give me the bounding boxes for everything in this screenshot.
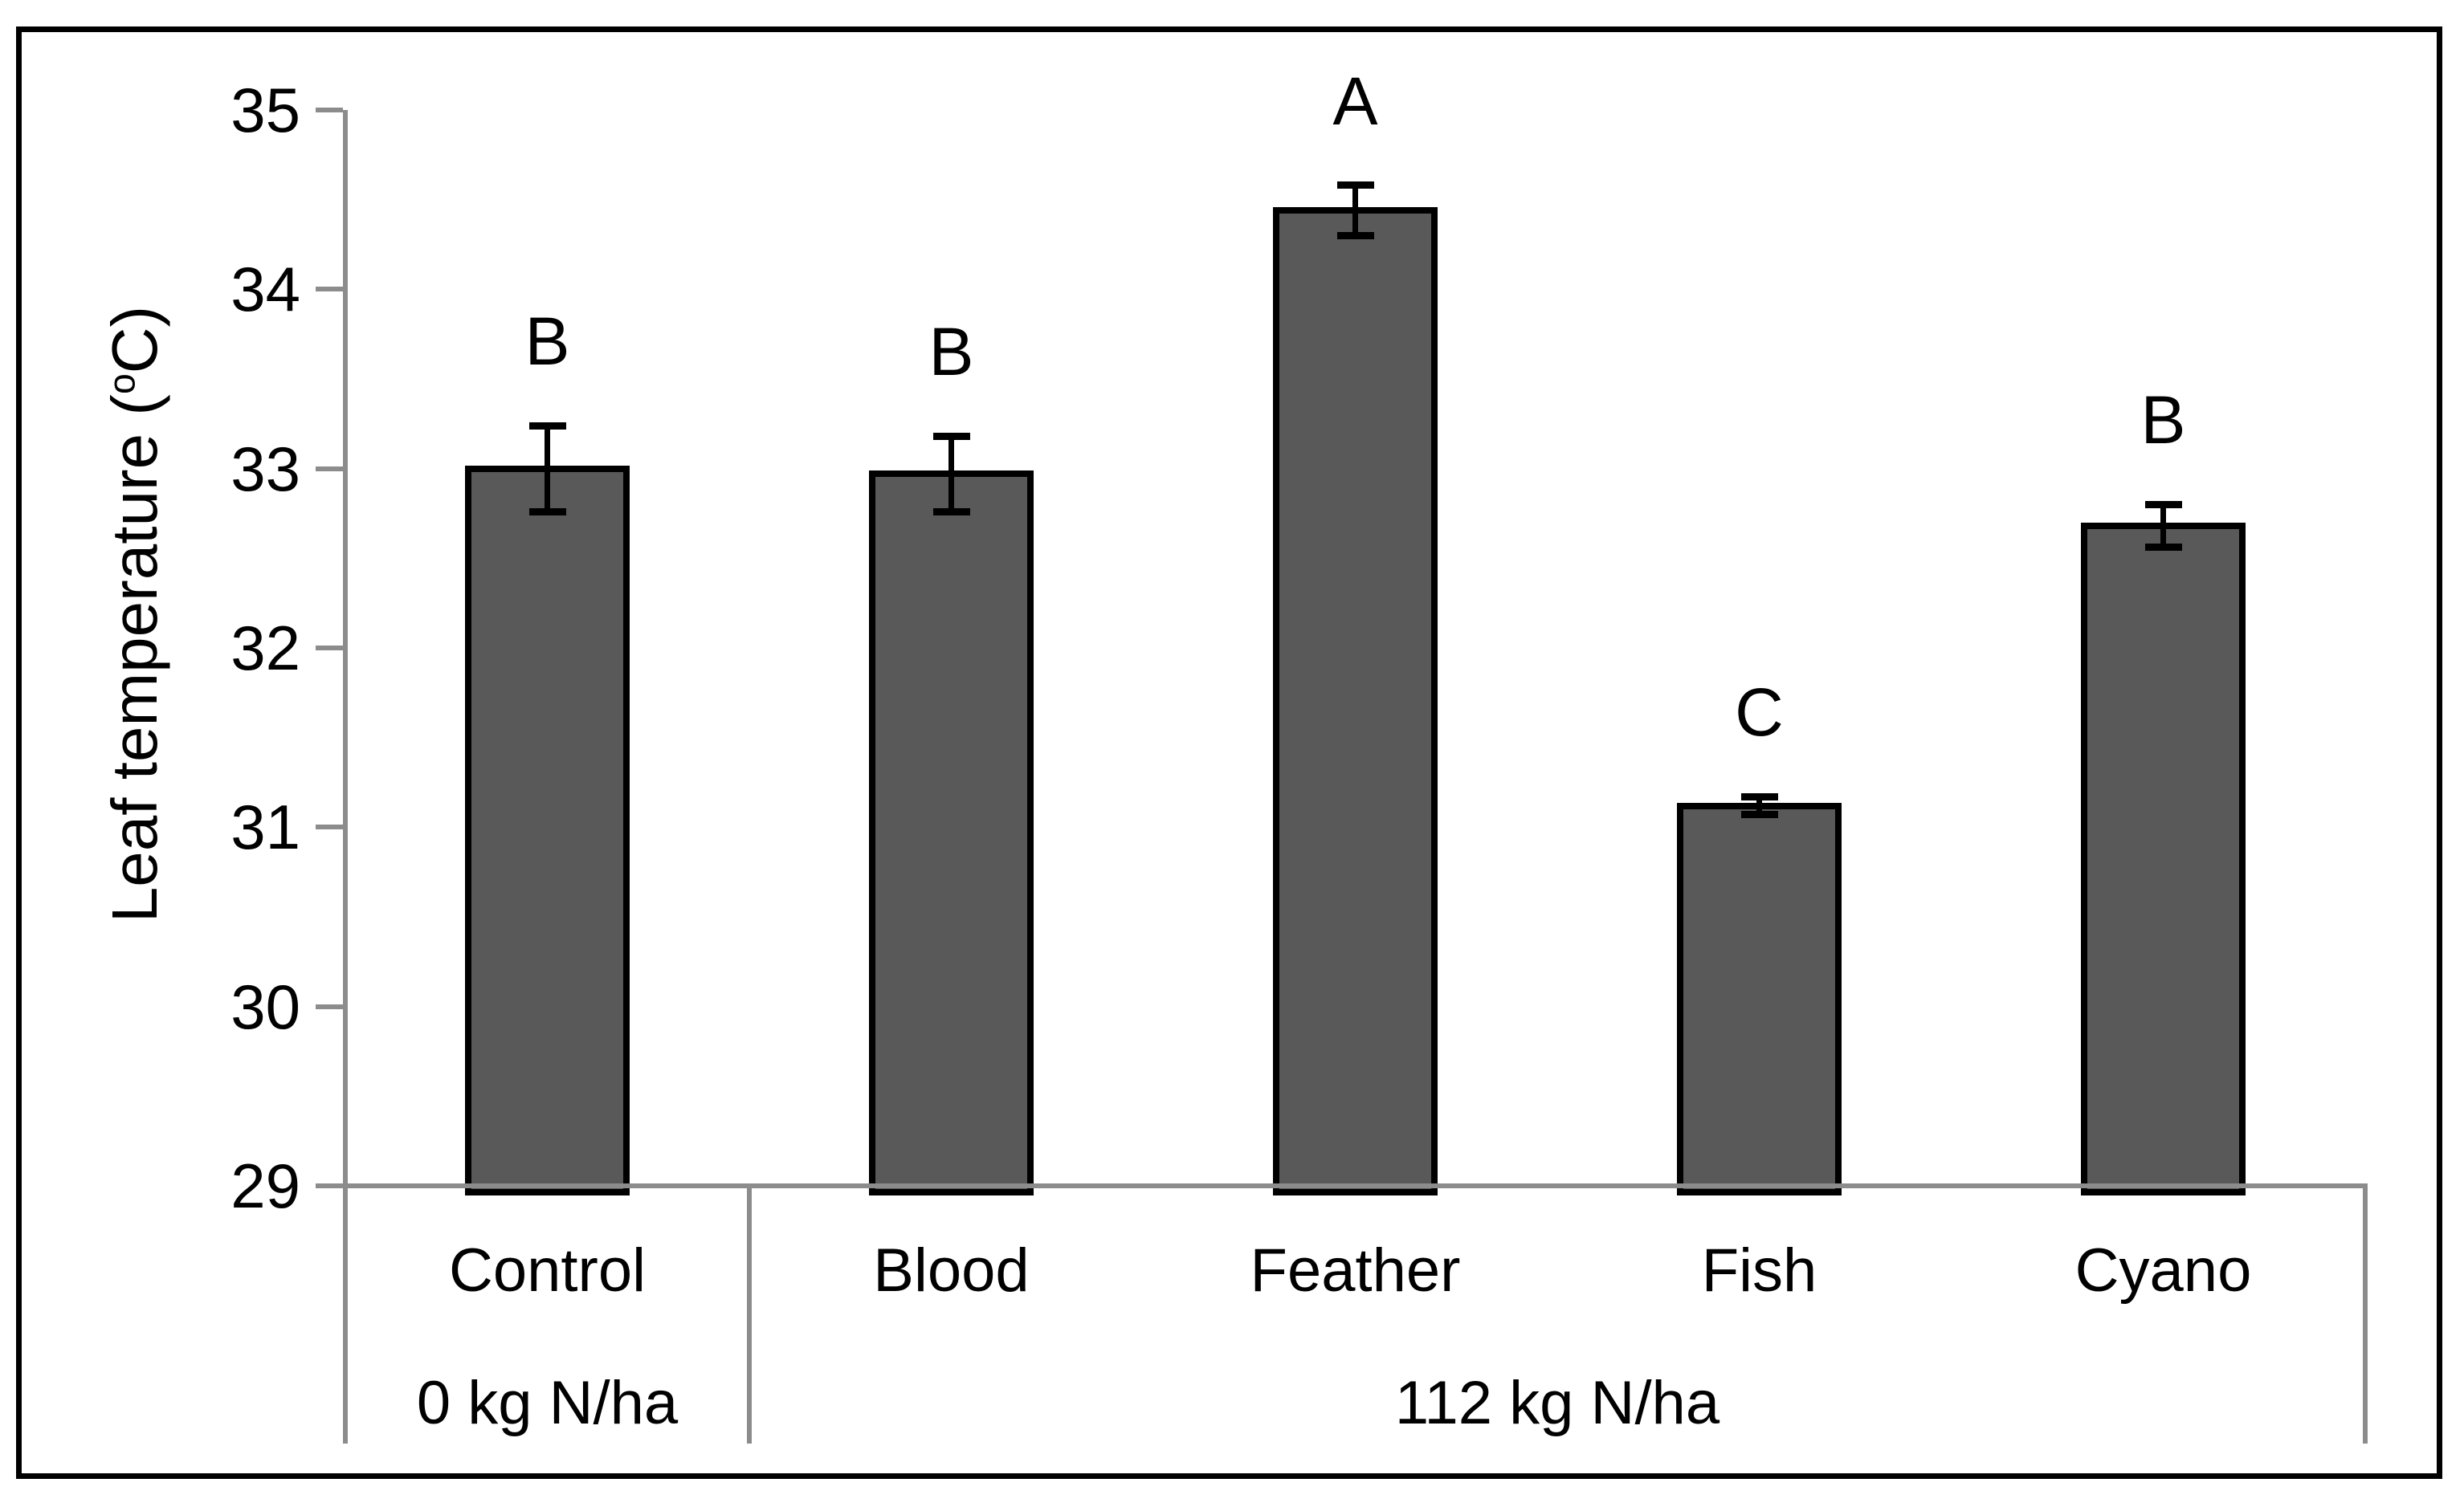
error-bar-cap-bottom-blood (932, 507, 970, 515)
y-tick-label-30: 30 (230, 971, 300, 1042)
y-tick-label-33: 33 (230, 433, 300, 504)
error-bar-cap-bottom-control (528, 507, 566, 515)
y-tick-label-29: 29 (230, 1151, 300, 1221)
category-label-fish: Fish (1701, 1236, 1817, 1305)
group-bracket-line-0 (343, 1186, 348, 1444)
y-tick-30 (316, 1004, 343, 1009)
category-label-feather: Feather (1250, 1236, 1461, 1305)
error-bar-line-fish (1756, 796, 1762, 815)
error-bar-line-blood (948, 436, 954, 512)
bar-cyano (2081, 523, 2246, 1195)
category-label-blood: Blood (873, 1236, 1030, 1305)
bar-control (465, 465, 630, 1195)
y-axis-line (343, 110, 348, 1444)
group-bracket-line-2 (2363, 1186, 2368, 1444)
sig-letter-control: B (524, 303, 570, 380)
group-bracket-line-1 (747, 1186, 752, 1444)
error-bar-cap-top-fish (1740, 792, 1778, 800)
error-bar-cap-top-cyano (2144, 500, 2182, 508)
y-tick-31 (316, 825, 343, 830)
error-bar-cap-bottom-fish (1740, 811, 1778, 819)
bar-feather (1273, 207, 1438, 1195)
sig-letter-fish: C (1735, 674, 1784, 751)
y-tick-33 (316, 466, 343, 471)
group-label-0: 0 kg N/ha (416, 1369, 679, 1437)
y-tick-label-32: 32 (230, 613, 300, 683)
y-tick-35 (316, 108, 343, 112)
y-tick-29 (316, 1183, 343, 1188)
error-bar-line-feather (1352, 185, 1358, 236)
degree-superscript: o (100, 373, 143, 395)
y-tick-label-34: 34 (230, 254, 300, 325)
x-axis-baseline (343, 1183, 2368, 1188)
sig-letter-blood: B (928, 314, 974, 390)
y-tick-34 (316, 287, 343, 292)
error-bar-line-control (545, 426, 550, 512)
bar-blood (869, 470, 1034, 1195)
error-bar-cap-top-blood (932, 432, 970, 440)
sig-letter-cyano: B (2140, 382, 2186, 458)
error-bar-cap-bottom-feather (1336, 231, 1374, 239)
error-bar-cap-bottom-cyano (2144, 544, 2182, 552)
error-bar-cap-top-control (528, 422, 566, 430)
error-bar-cap-top-feather (1336, 181, 1374, 189)
category-label-control: Control (449, 1236, 646, 1305)
error-bar-line-cyano (2160, 504, 2166, 548)
category-label-cyano: Cyano (2074, 1236, 2252, 1305)
bar-fish (1677, 802, 1842, 1195)
group-label-1: 112 kg N/ha (1394, 1369, 1720, 1437)
y-tick-label-31: 31 (230, 792, 300, 863)
sig-letter-feather: A (1332, 63, 1378, 139)
figure-border (16, 26, 2442, 1479)
y-tick-label-35: 35 (230, 75, 300, 145)
y-tick-32 (316, 646, 343, 650)
